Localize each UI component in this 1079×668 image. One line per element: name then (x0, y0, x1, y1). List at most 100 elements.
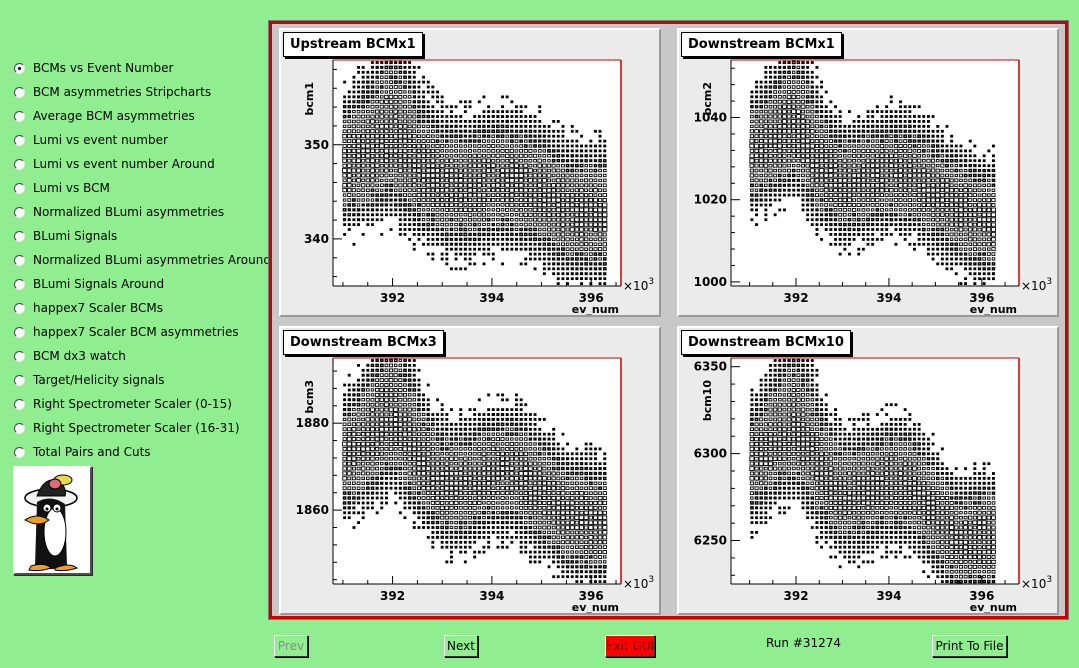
radio-option[interactable]: BCMs vs Event Number (12, 56, 267, 80)
data-box (486, 203, 491, 207)
data-box (847, 197, 852, 203)
data-box (583, 500, 589, 506)
data-box (468, 149, 473, 153)
data-box (569, 222, 575, 227)
data-box (801, 168, 805, 173)
data-box (838, 252, 842, 256)
data-box (412, 461, 417, 466)
data-box (496, 408, 500, 412)
data-box (398, 148, 403, 154)
data-box (917, 217, 921, 222)
radio-button-icon[interactable] (14, 446, 25, 458)
radio-button-icon[interactable] (14, 110, 25, 122)
data-box (542, 515, 547, 520)
data-box (763, 158, 769, 163)
data-box (786, 99, 792, 104)
radio-option[interactable]: BLumi Signals (12, 224, 267, 248)
radio-button-icon[interactable] (14, 302, 25, 314)
radio-option[interactable]: happex7 Scaler BCMs (12, 296, 267, 320)
data-box (383, 124, 389, 129)
data-box (551, 481, 557, 486)
data-box (879, 153, 885, 158)
data-box (477, 212, 482, 217)
data-box (583, 207, 589, 213)
data-box (384, 173, 389, 178)
data-box (501, 119, 505, 123)
radio-button-icon[interactable] (14, 350, 25, 362)
data-box (501, 530, 505, 534)
radio-option[interactable]: Right Spectrometer Scaler (16-31) (12, 416, 267, 440)
data-box (393, 119, 399, 124)
data-box (912, 242, 916, 246)
data-box (425, 192, 431, 198)
data-box (588, 535, 594, 540)
radio-button-icon[interactable] (14, 326, 25, 338)
radio-option[interactable]: Lumi vs event number (12, 128, 267, 152)
data-box (347, 402, 352, 407)
data-box (343, 213, 347, 217)
data-box (417, 417, 421, 422)
data-box (912, 178, 917, 183)
data-box (440, 134, 444, 138)
radio-button-icon[interactable] (14, 398, 25, 410)
radio-button-icon[interactable] (14, 230, 25, 242)
data-box (560, 520, 566, 525)
data-box (356, 99, 361, 104)
data-box (417, 218, 421, 222)
data-box (505, 129, 510, 133)
radio-option[interactable]: Average BCM asymmetries (12, 104, 267, 128)
radio-button-icon[interactable] (14, 62, 25, 74)
data-box (421, 153, 426, 158)
data-box (533, 432, 537, 436)
radio-option[interactable]: Lumi vs event number Around (12, 152, 267, 176)
radio-button-icon[interactable] (14, 422, 25, 434)
data-box (602, 550, 607, 555)
data-box (496, 417, 500, 421)
radio-option[interactable]: Target/Helicity signals (12, 368, 267, 392)
data-box (589, 257, 593, 261)
data-box (444, 187, 450, 193)
radio-option[interactable]: Normalized BLumi asymmetries (12, 200, 267, 224)
radio-button-icon[interactable] (14, 254, 25, 266)
radio-option[interactable]: Lumi vs BCM (12, 176, 267, 200)
pad-downstream-bcmx3[interactable]: 392 394 396 1860 1880 ×103 ev_num bcm3 Downstrea… (279, 326, 661, 615)
data-box (532, 451, 538, 456)
radio-option[interactable]: happex7 Scaler BCM asymmetries (12, 320, 267, 344)
radio-option[interactable]: BCM asymmetries Stripcharts (12, 80, 267, 104)
radio-button-icon[interactable] (14, 134, 25, 146)
radio-button-icon[interactable] (14, 86, 25, 98)
data-box (857, 124, 861, 128)
pad-downstream-bcmx1[interactable]: 392 394 396 1000 1020 1040 ×103 ev_num bcm2 Downs… (677, 28, 1059, 317)
radio-option[interactable]: Normalized BLumi asymmetries Around (12, 248, 271, 272)
data-box (829, 115, 833, 118)
radio-button-icon[interactable] (14, 278, 25, 290)
radio-button-icon[interactable] (14, 182, 25, 194)
data-box (407, 397, 412, 402)
radio-option[interactable]: BCM dx3 watch (12, 344, 267, 368)
data-box (412, 432, 417, 437)
radio-button-icon[interactable] (14, 206, 25, 218)
data-box (851, 153, 857, 158)
radio-button-icon[interactable] (14, 374, 25, 386)
data-box (361, 402, 366, 407)
data-box (565, 481, 570, 486)
pad-upstream-bcmx1[interactable]: 392 394 396 340 350 ×103 ev_num bcm1 Upstream BC… (279, 28, 661, 317)
data-box (991, 203, 996, 207)
data-box (379, 193, 384, 197)
radio-option[interactable]: Right Spectrometer Scaler (0-15) (12, 392, 267, 416)
data-box (871, 242, 875, 246)
data-box (594, 277, 597, 281)
data-box (388, 378, 394, 383)
data-box (468, 447, 472, 451)
data-box (973, 272, 977, 276)
data-box (388, 432, 394, 437)
data-box (523, 227, 528, 232)
data-box (523, 461, 529, 466)
radio-button-icon[interactable] (14, 158, 25, 170)
data-box (598, 178, 602, 183)
data-box (444, 466, 450, 471)
radio-option[interactable]: BLumi Signals Around (12, 272, 267, 296)
data-box (847, 188, 852, 193)
radio-option[interactable]: Total Pairs and Cuts (12, 440, 267, 464)
data-box (990, 227, 997, 232)
